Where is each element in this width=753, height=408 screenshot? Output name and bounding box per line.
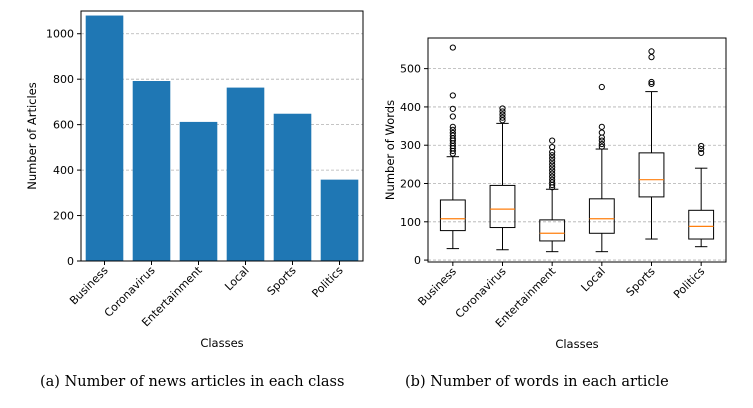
box-coronavirus-outlier xyxy=(499,114,506,121)
bar-chart-y-axis-label: Number of Articles xyxy=(25,82,39,189)
box-local-iqr xyxy=(588,198,615,234)
box-sports-outlier xyxy=(648,48,655,55)
box-local-outlier xyxy=(598,123,605,130)
box-entertainment-outlier xyxy=(549,164,556,171)
box-chart-y-axis-label: Number of Words xyxy=(383,100,397,200)
box-business-outlier xyxy=(449,105,456,112)
bar-chart-caption: (a) Number of news articles in each clas… xyxy=(40,374,344,390)
bar-chart-x-tick-label: Sports xyxy=(264,264,298,298)
box-entertainment-outlier xyxy=(549,152,556,159)
bar-chart-x-tick-label: Politics xyxy=(309,264,345,300)
box-politics-iqr xyxy=(688,209,715,240)
box-coronavirus-iqr xyxy=(489,184,516,229)
box-chart-x-axis-label: Classes xyxy=(555,337,598,351)
box-sports-outlier xyxy=(648,78,655,86)
bar-chart-x-tick-label: Business xyxy=(67,264,111,308)
box-business-outlier xyxy=(449,129,456,137)
box-business-outlier xyxy=(449,123,456,130)
box-entertainment-outlier xyxy=(549,137,556,144)
box-chart-caption: (b) Number of words in each article xyxy=(405,374,669,390)
bar-sports xyxy=(273,113,312,262)
box-business-outlier xyxy=(449,44,456,51)
box-sports-outlier xyxy=(648,80,655,88)
box-chart-y-tick-label: 0 xyxy=(414,254,421,267)
box-chart-y-tick-label: 200 xyxy=(400,178,421,191)
bar-entertainment xyxy=(179,121,218,261)
box-entertainment-iqr xyxy=(539,219,566,242)
box-chart-y-tick-label: 500 xyxy=(400,63,421,76)
box-local-outlier xyxy=(598,143,605,150)
box-chart-x-tick-label: Politics xyxy=(671,265,707,301)
bar-chart-y-tick-label: 1000 xyxy=(46,28,74,41)
box-entertainment-outlier xyxy=(549,155,556,162)
box-business-outlier xyxy=(449,126,456,133)
box-coronavirus-outlier xyxy=(499,111,506,118)
box-chart-y-tick-label: 400 xyxy=(400,101,421,114)
box-entertainment-outlier xyxy=(549,144,556,151)
bar-chart-x-axis-label: Classes xyxy=(200,336,243,350)
bar-chart-y-tick-label: 600 xyxy=(53,119,74,132)
box-entertainment-outlier xyxy=(549,161,556,168)
box-coronavirus-outlier xyxy=(499,108,506,115)
box-coronavirus-outlier xyxy=(499,117,506,124)
box-chart-x-tick-label: Business xyxy=(415,265,459,309)
box-entertainment-outlier xyxy=(549,179,556,186)
bar-chart-frame xyxy=(80,10,364,262)
box-local-outlier xyxy=(598,129,605,136)
box-local-outlier xyxy=(598,140,605,148)
box-chart-frame xyxy=(427,37,727,263)
box-business-iqr xyxy=(439,199,466,232)
box-sports-iqr xyxy=(638,152,665,198)
bar-chart-y-tick-label: 200 xyxy=(53,210,74,223)
box-politics-outlier xyxy=(698,142,705,150)
box-politics-outlier xyxy=(698,149,705,156)
box-chart-x-tick-label: Local xyxy=(579,265,608,294)
box-entertainment-outlier xyxy=(549,173,556,180)
bar-chart-x-tick-label: Local xyxy=(222,264,251,293)
bar-chart-y-tick-label: 0 xyxy=(67,255,74,268)
bar-chart-y-tick-label: 800 xyxy=(53,73,74,86)
bar-politics xyxy=(320,179,359,261)
bar-local xyxy=(226,87,265,261)
bar-chart-y-tick-label: 400 xyxy=(53,164,74,177)
box-entertainment-outlier xyxy=(549,176,556,183)
box-chart-x-tick-label: Sports xyxy=(623,265,657,299)
box-sports-outlier xyxy=(648,54,655,61)
box-politics-outlier xyxy=(698,145,705,153)
box-local-outlier xyxy=(598,137,605,144)
box-entertainment-outlier xyxy=(549,158,556,165)
bar-business xyxy=(85,15,124,261)
box-local-outlier xyxy=(598,83,605,91)
box-business-outlier xyxy=(449,92,456,99)
box-chart-y-tick-label: 100 xyxy=(400,216,421,229)
box-business-outlier xyxy=(449,132,456,139)
bar-coronavirus xyxy=(132,81,171,261)
box-coronavirus-outlier xyxy=(499,105,506,112)
box-entertainment-outlier xyxy=(549,170,556,177)
box-chart-y-tick-label: 300 xyxy=(400,139,421,152)
box-business-outlier xyxy=(449,113,456,120)
box-entertainment-outlier xyxy=(549,167,556,174)
